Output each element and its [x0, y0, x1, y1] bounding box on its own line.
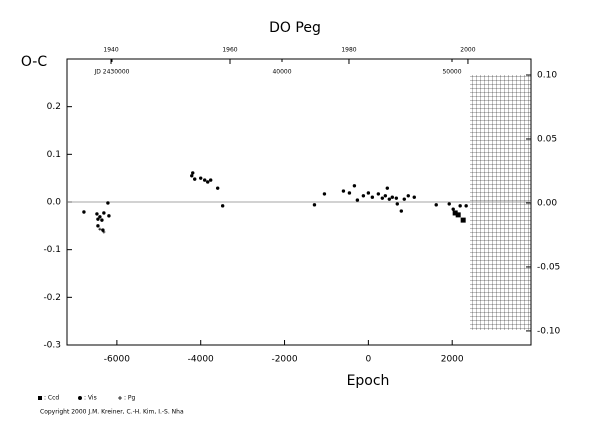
top-year-label: 1960	[222, 47, 237, 54]
point	[193, 177, 197, 181]
y-tick-label: -0.3	[43, 341, 61, 351]
point	[355, 198, 360, 202]
legend-marker	[78, 396, 82, 400]
point	[96, 224, 100, 228]
x-tick-label: 0	[366, 355, 372, 365]
point	[191, 171, 195, 175]
point	[95, 212, 99, 216]
y-tick-label: 0.0	[47, 198, 62, 208]
y2-tick-label: 0.10	[537, 70, 557, 80]
point	[390, 195, 395, 199]
x-axis-label: Epoch	[347, 373, 390, 389]
point	[385, 186, 390, 190]
point	[451, 207, 455, 211]
point	[458, 204, 462, 208]
point	[199, 176, 203, 180]
top-year-label: 2000	[460, 47, 475, 54]
point	[312, 203, 317, 207]
top-jd-label: 50000	[442, 69, 461, 76]
future-region	[470, 75, 531, 330]
point	[399, 209, 404, 213]
x-tick-label: -6000	[104, 355, 130, 365]
point	[412, 195, 416, 199]
point	[455, 212, 461, 218]
point	[460, 217, 466, 223]
point	[106, 201, 110, 205]
legend-marker	[118, 396, 122, 400]
point	[406, 194, 410, 198]
point	[402, 197, 406, 201]
point	[395, 202, 399, 206]
y2-tick-label: 0.00	[537, 198, 557, 208]
point	[380, 196, 385, 200]
top-jd-label: JD 2430000	[93, 69, 129, 76]
legend-marker	[38, 396, 42, 400]
y2-tick-label: 0.05	[537, 134, 557, 144]
copyright: Copyright 2000 J.M. Kreiner, C.-H. Kim, …	[40, 409, 184, 416]
top-year-label: 1940	[103, 47, 118, 54]
point	[82, 210, 86, 214]
y2-tick-label: -0.05	[537, 262, 560, 272]
point	[376, 192, 381, 196]
x-tick-label: -2000	[271, 355, 297, 365]
x-tick-label: -4000	[188, 355, 214, 365]
point	[202, 178, 207, 182]
chart-title: DO Peg	[269, 20, 321, 36]
y-axis-label: O-C	[21, 54, 47, 70]
point	[96, 217, 100, 221]
point	[206, 180, 210, 184]
point	[370, 195, 375, 199]
point	[98, 227, 102, 231]
y-tick-label: 0.2	[47, 102, 61, 112]
y-tick-label: -0.1	[43, 245, 61, 255]
point	[102, 211, 106, 215]
legend-label: : Pg	[124, 395, 136, 402]
point	[98, 215, 102, 219]
y2-tick-label: -0.10	[537, 326, 561, 336]
x-tick-label: 2000	[441, 355, 464, 365]
point	[366, 191, 371, 195]
y-tick-label: -0.2	[43, 293, 61, 303]
point	[361, 194, 366, 198]
point	[434, 203, 438, 207]
point	[102, 230, 106, 234]
point	[322, 192, 327, 196]
top-jd-label: 40000	[272, 69, 291, 76]
point	[220, 204, 225, 208]
y-tick-label: 0.1	[47, 150, 61, 160]
point	[447, 202, 451, 206]
point	[452, 210, 458, 216]
point	[383, 194, 388, 198]
point	[100, 218, 104, 222]
point	[107, 214, 111, 218]
point	[341, 189, 346, 193]
point	[208, 178, 213, 182]
point	[347, 191, 352, 195]
point	[394, 196, 399, 200]
point	[387, 197, 392, 201]
top-year-label: 1980	[341, 47, 356, 54]
point	[190, 174, 194, 178]
point	[352, 184, 357, 188]
legend-label: : Ccd	[44, 395, 59, 402]
point	[215, 186, 220, 190]
legend-label: : Vis	[84, 395, 97, 402]
point	[464, 204, 468, 208]
